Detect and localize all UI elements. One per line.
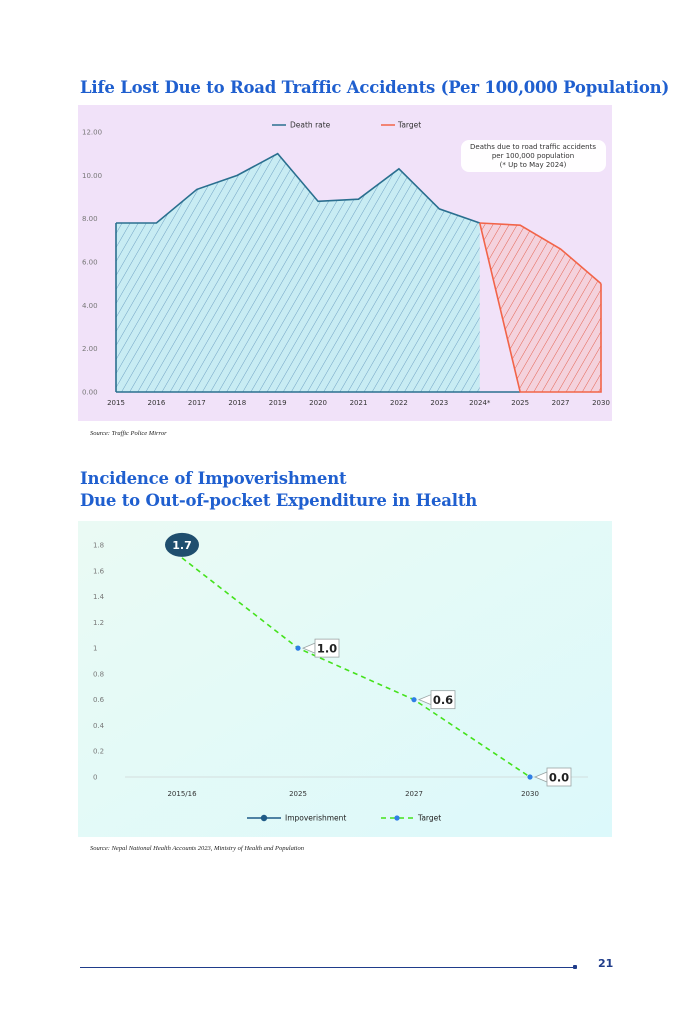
data-callout: 0.0	[533, 767, 572, 787]
chart1-xtick-label: 2018	[228, 399, 246, 407]
target-area-outline	[478, 222, 602, 393]
legend-impoverishment-marker	[260, 814, 268, 822]
target-line	[479, 222, 602, 285]
data-label: 0.6	[433, 693, 453, 707]
chart2-xtick-label: 2025	[289, 790, 307, 798]
chart1-xtick-label: 2021	[350, 399, 368, 407]
chart1-ytick-label: 10.00	[82, 172, 102, 180]
callout-pointer	[417, 694, 432, 706]
target-trend-line	[181, 557, 531, 778]
annotation-box: Deaths due to road traffic accidents per…	[461, 140, 606, 172]
footer-rule	[80, 967, 576, 968]
data-label: 1.0	[317, 642, 337, 656]
chart2-ytick-label: 1.8	[93, 542, 104, 550]
data-label-2015: 1.7	[172, 539, 192, 552]
impoverishment-marker	[165, 532, 199, 557]
target-point	[527, 774, 533, 780]
chart2-ytick-label: 0.6	[93, 696, 105, 704]
annotation-line-1: Deaths due to road traffic accidents	[470, 143, 596, 151]
target-point	[295, 645, 301, 651]
legend-death-rate-label: Death rate	[290, 121, 331, 130]
annotation-line-2: per 100,000 population	[492, 152, 574, 160]
chart2-ytick-label: 0.2	[93, 748, 104, 756]
footer-dot	[573, 965, 577, 969]
chart2-source: Source: Nepal National Health Accounts 2…	[90, 845, 304, 852]
chart2-ytick-label: 0	[93, 774, 97, 782]
chart1-ytick-label: 0.00	[82, 389, 98, 397]
chart2-title-line-2: Due to Out-of-pocket Expenditure in Heal…	[80, 491, 478, 510]
legend-target2-label: Target	[417, 814, 441, 823]
chart1-title: Life Lost Due to Road Traffic Accidents …	[80, 78, 670, 97]
chart2-ytick-label: 0.8	[93, 670, 104, 678]
chart1-xtick-label: 2022	[390, 399, 408, 407]
chart1-ytick-label: 12.00	[82, 129, 102, 137]
chart2-xtick-label: 2015/16	[167, 790, 197, 798]
chart2-background	[78, 521, 612, 837]
data-label: 0.0	[549, 771, 569, 785]
chart2-title: Incidence of Impoverishment Due to Out-o…	[80, 468, 477, 512]
callout-pointer	[533, 771, 548, 783]
callout-pointer	[301, 642, 316, 654]
callout-box	[430, 690, 456, 710]
chart1-background	[78, 105, 612, 421]
legend-target2-marker	[394, 815, 400, 821]
target-point	[411, 697, 417, 703]
chart2-ytick-label: 1.4	[93, 593, 105, 601]
chart1-xtick-label: 2020	[309, 399, 327, 407]
chart2-xtick-label: 2030	[521, 790, 539, 798]
callout-box	[546, 767, 572, 787]
chart1-xtick-label: 2016	[148, 399, 166, 407]
legend-target-label: Target	[397, 121, 421, 130]
annotation-line-3: (* Up to May 2024)	[500, 161, 567, 169]
chart2-ytick-label: 1	[93, 645, 97, 653]
chart1-ytick-label: 8.00	[82, 215, 98, 223]
chart1-xtick-label: 2027	[552, 399, 570, 407]
death-rate-area	[116, 153, 480, 392]
chart1-ytick-label: 6.00	[82, 259, 98, 267]
chart1-xtick-label: 2015	[107, 399, 125, 407]
chart1-xtick-label: 2030	[592, 399, 610, 407]
chart1-ytick-label: 2.00	[82, 345, 98, 353]
chart1-xtick-label: 2023	[430, 399, 448, 407]
chart2-xtick-label: 2027	[405, 790, 423, 798]
chart1-ytick-label: 4.00	[82, 302, 98, 310]
death-rate-line	[116, 152, 481, 224]
chart1-xtick-label: 2024*	[469, 399, 491, 407]
chart1-source: Source: Traffic Police Mirror	[90, 430, 167, 437]
callout-box	[314, 638, 340, 658]
page-number: 21	[598, 957, 614, 970]
chart1-xtick-label: 2019	[269, 399, 287, 407]
data-callout: 0.6	[417, 690, 456, 710]
data-callout: 1.0	[301, 638, 340, 658]
chart2-title-line-1: Incidence of Impoverishment	[80, 469, 347, 488]
chart2-ytick-label: 1.2	[93, 619, 104, 627]
target-area	[479, 223, 601, 392]
chart2-ytick-label: 0.4	[93, 722, 105, 730]
legend-impoverishment-label: Impoverishment	[285, 814, 346, 823]
chart1-xtick-label: 2017	[188, 399, 206, 407]
chart2-ytick-label: 1.6	[93, 567, 105, 575]
chart1-xtick-label: 2025	[511, 399, 529, 407]
